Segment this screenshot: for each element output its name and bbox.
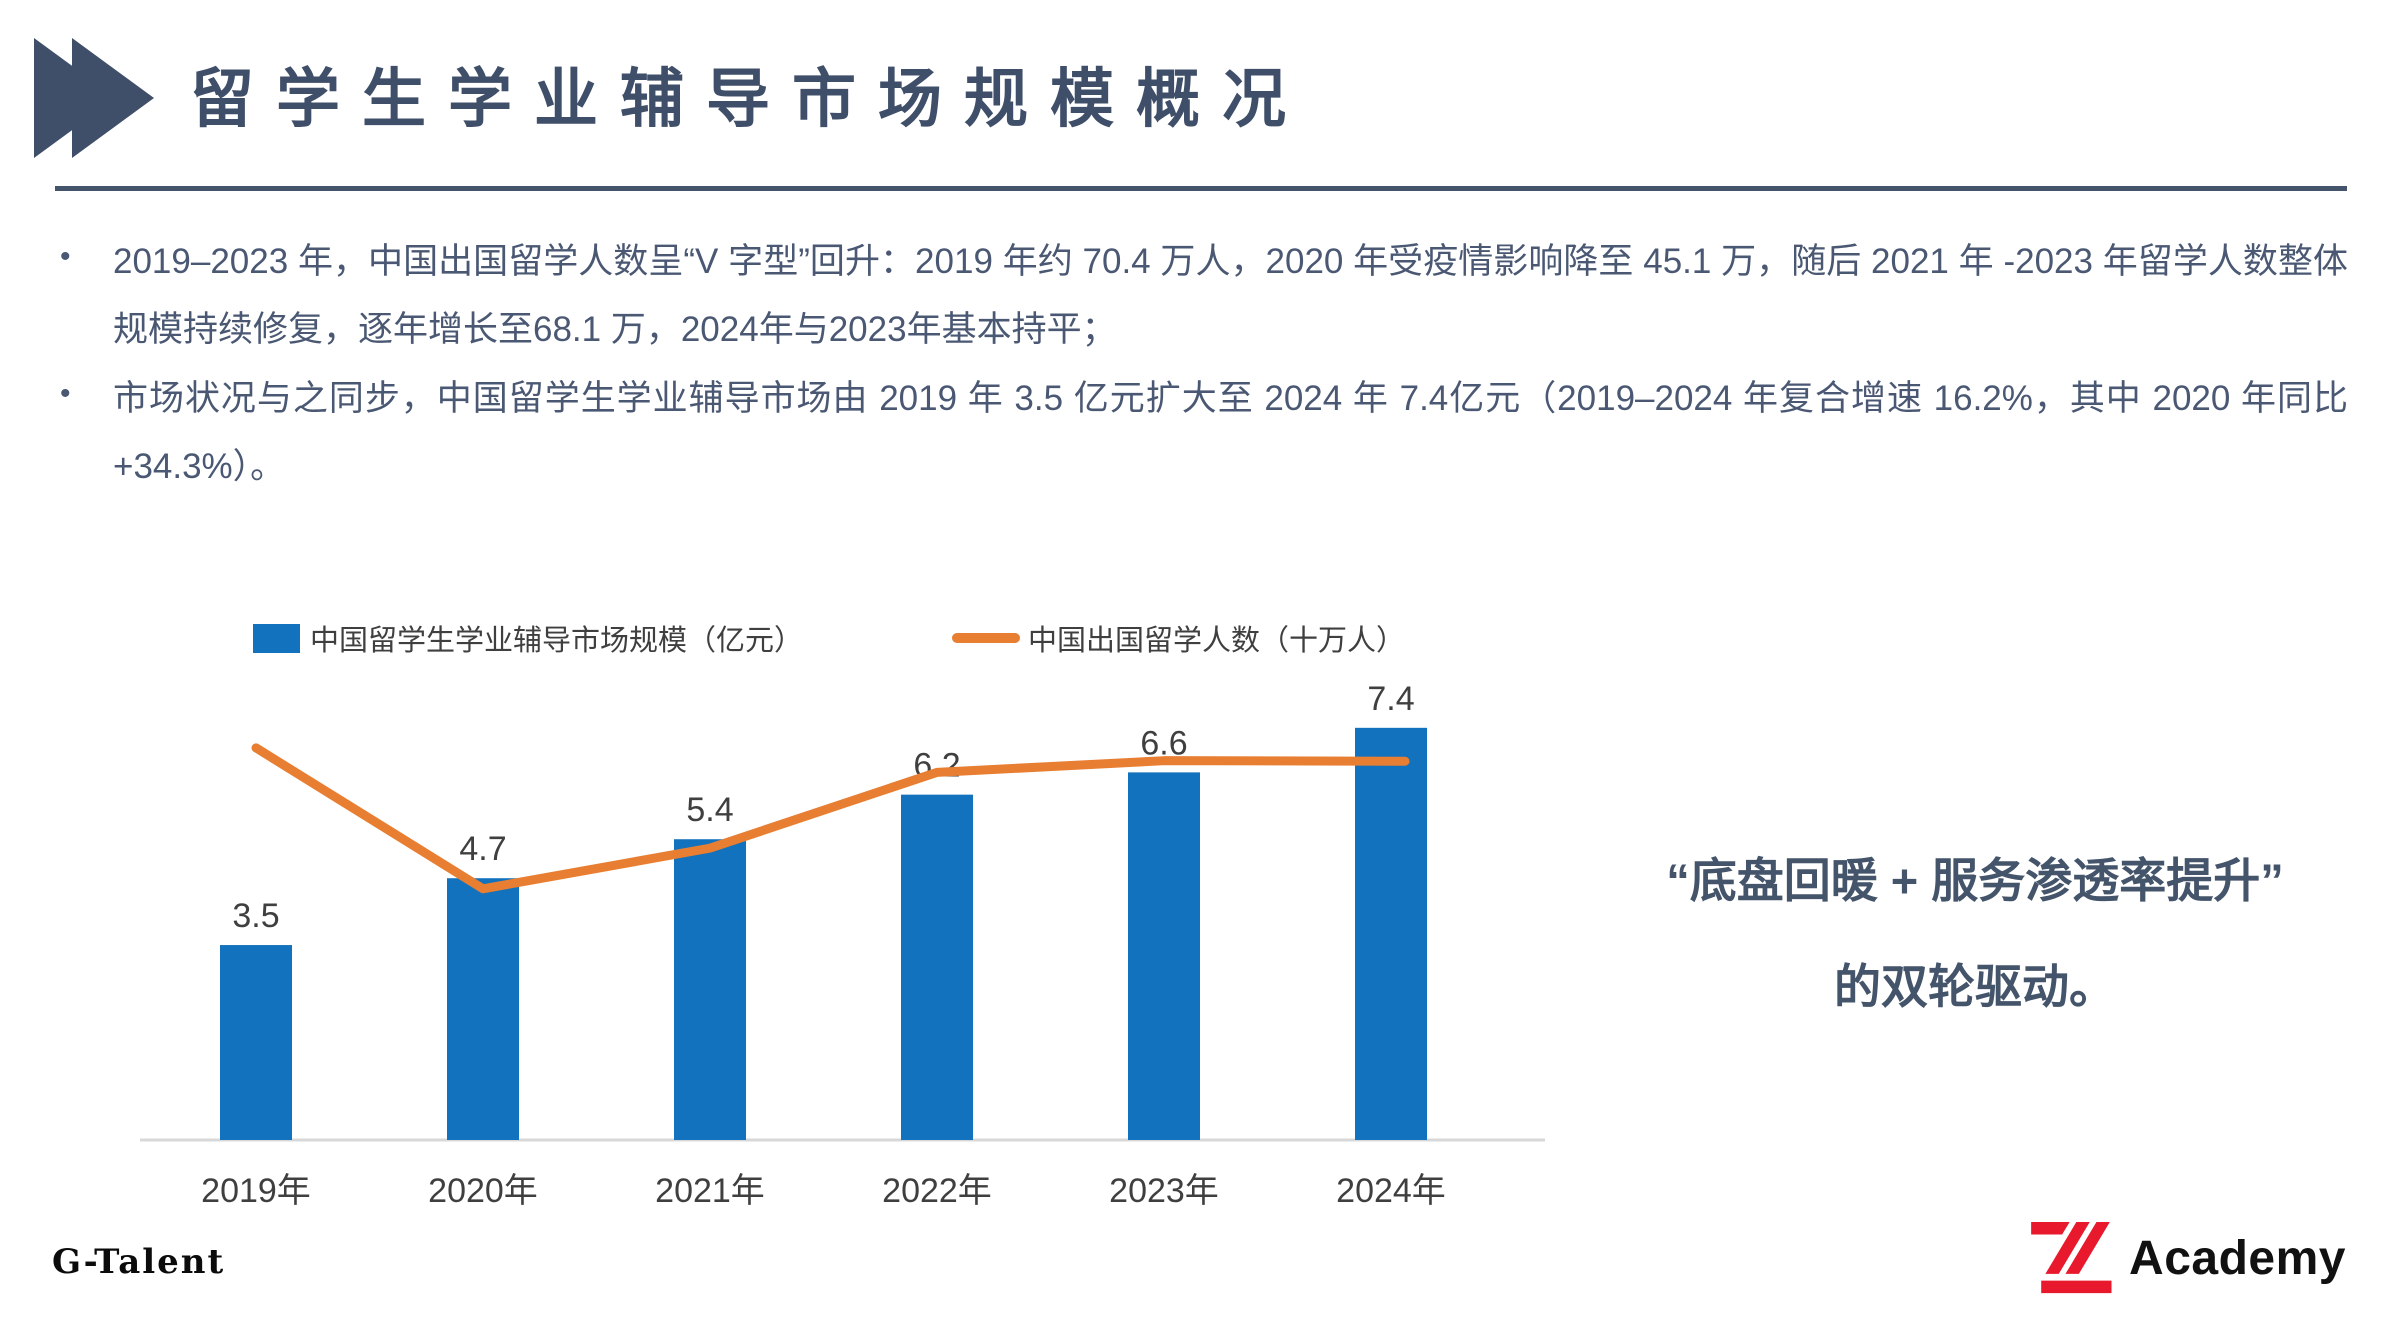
- bar-value-label-2020年: 4.7: [459, 830, 506, 868]
- academy-z-logo-icon: [2031, 1222, 2112, 1294]
- bar-2022年: [901, 794, 973, 1140]
- bullet-list: • 2019–2023 年，中国出国留学人数呈“V 字型”回升：2019 年约 …: [58, 228, 2348, 501]
- bar-2020年: [447, 878, 519, 1140]
- insight-quote: “底盘回暖 + 服务渗透率提升” 的双轮驱动。: [1565, 828, 2385, 1040]
- bar-2021年: [674, 839, 746, 1140]
- x-tick-2021年: 2021年: [655, 1172, 765, 1210]
- bar-2023年: [1128, 772, 1200, 1140]
- academy-brand-name: Academy: [2129, 1231, 2346, 1285]
- page-title: 留学生学业辅导市场规模概况: [190, 63, 1308, 135]
- insight-quote-line-2: 的双轮驱动。: [1834, 959, 2116, 1013]
- bar-value-label-2019年: 3.5: [232, 897, 279, 935]
- bar-value-label-2024年: 7.4: [1367, 680, 1414, 718]
- gtalent-logo: G-Talent: [52, 1242, 226, 1282]
- bullet-marker: •: [60, 376, 71, 410]
- bullet-item-2: • 市场状况与之同步，中国留学生学业辅导市场由 2019 年 3.5 亿元扩大至…: [58, 365, 2348, 502]
- x-tick-2022年: 2022年: [882, 1172, 992, 1210]
- x-tick-2023年: 2023年: [1109, 1172, 1219, 1210]
- x-tick-2020年: 2020年: [428, 1172, 538, 1210]
- bar-value-label-2021年: 5.4: [686, 791, 733, 829]
- bullet-text-1: 2019–2023 年，中国出国留学人数呈“V 字型”回升：2019 年约 70…: [113, 242, 2348, 350]
- combo-chart: 3.52019年4.72020年5.42021年6.22022年6.62023年…: [140, 680, 1545, 1210]
- bar-value-label-2023年: 6.6: [1140, 724, 1187, 762]
- insight-quote-line-1: “底盘回暖 + 服务渗透率提升”: [1666, 854, 2284, 907]
- line-series-swatch: [952, 633, 1020, 643]
- title-divider: [55, 186, 2347, 191]
- line-series-path: [251, 743, 1410, 894]
- bar-series-swatch: [253, 623, 300, 653]
- line-series-label: 中国出国留学人数（十万人）: [1028, 625, 1406, 657]
- bar-series-label: 中国留学生学业辅导市场规模（亿元）: [310, 625, 804, 657]
- academy-brand: Academy: [2031, 1222, 2346, 1294]
- bar-2019年: [220, 945, 292, 1140]
- x-tick-2019年: 2019年: [201, 1172, 311, 1210]
- fast-forward-arrows-icon: [34, 38, 154, 158]
- bullet-item-1: • 2019–2023 年，中国出国留学人数呈“V 字型”回升：2019 年约 …: [58, 228, 2348, 365]
- bullet-text-2: 市场状况与之同步，中国留学生学业辅导市场由 2019 年 3.5 亿元扩大至 2…: [113, 378, 2348, 486]
- bar-2024年: [1355, 727, 1427, 1140]
- chart-legend: 中国留学生学业辅导市场规模（亿元） 中国出国留学人数（十万人）: [0, 618, 1600, 658]
- x-tick-2024年: 2024年: [1336, 1172, 1446, 1210]
- legend-item-line-series: 中国出国留学人数（十万人）: [952, 618, 1405, 658]
- bullet-marker: •: [60, 240, 71, 273]
- legend-item-bar-series: 中国留学生学业辅导市场规模（亿元）: [253, 618, 803, 658]
